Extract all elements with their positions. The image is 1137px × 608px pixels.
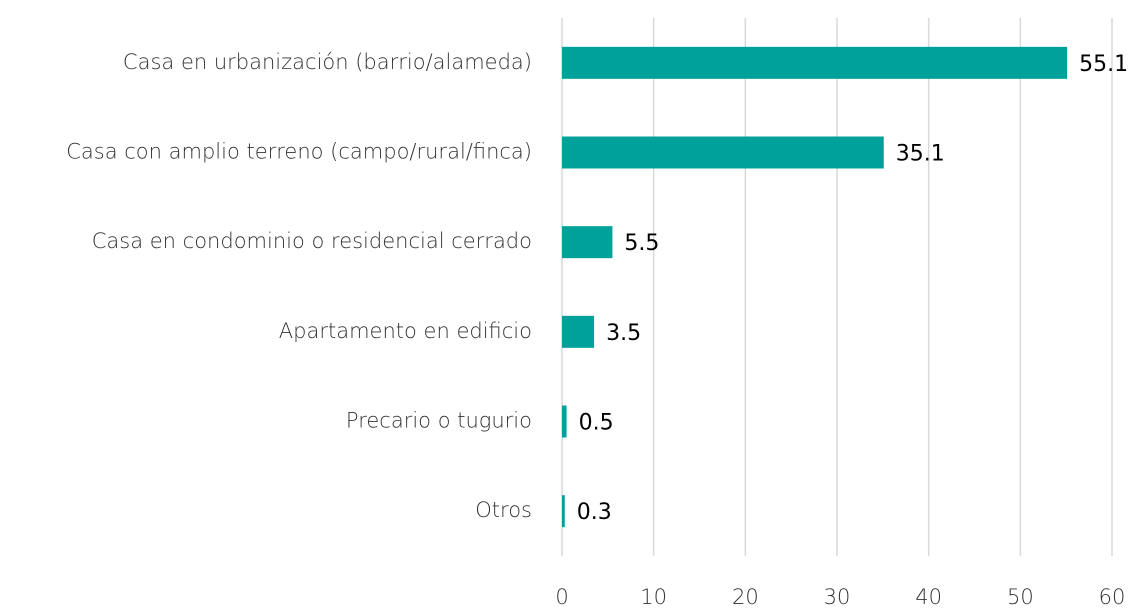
x-tick-label: 10 (640, 585, 667, 608)
x-tick-label: 20 (732, 585, 759, 608)
x-tick-label: 60 (1099, 585, 1126, 608)
x-tick-label: 30 (824, 585, 851, 608)
value-label: 35.1 (896, 142, 945, 167)
y-tick-label: Casa en condominio o residencial cerrado (92, 229, 532, 253)
bar (562, 315, 595, 348)
value-label: 55.1 (1079, 52, 1128, 77)
x-tick-label: 40 (915, 585, 942, 608)
bar (562, 495, 565, 528)
y-tick-label: Casa en urbanización (barrio/alameda) (123, 50, 532, 74)
value-label: 5.5 (624, 231, 659, 256)
bar (562, 226, 613, 259)
value-label: 0.3 (577, 500, 612, 525)
y-tick-label: Casa con amplio terreno (campo/rural/fin… (66, 140, 532, 164)
y-tick-label: Apartamento en edificio (279, 319, 532, 343)
y-tick-label: Otros (475, 498, 532, 522)
y-tick-label: Precario o tugurio (346, 409, 532, 433)
value-label: 3.5 (606, 321, 641, 346)
bar (562, 136, 884, 169)
bar (562, 46, 1068, 79)
x-tick-label: 0 (555, 585, 568, 608)
value-label: 0.5 (579, 411, 614, 436)
bar (562, 405, 567, 438)
x-tick-label: 50 (1007, 585, 1034, 608)
